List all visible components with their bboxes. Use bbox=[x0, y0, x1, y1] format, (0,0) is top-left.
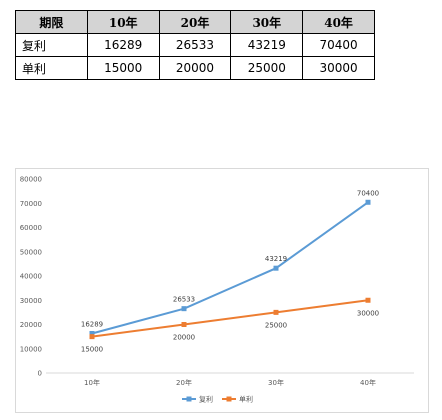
table-cell: 25000 bbox=[230, 56, 304, 80]
x-tick-label: 10年 bbox=[84, 378, 100, 387]
x-tick-label: 20年 bbox=[176, 378, 192, 387]
table-cell: 15000 bbox=[86, 56, 160, 80]
data-label: 15000 bbox=[81, 346, 103, 354]
data-point bbox=[273, 265, 279, 271]
data-label: 43219 bbox=[265, 255, 287, 263]
y-tick-label: 0 bbox=[38, 370, 42, 378]
row-label: 复利 bbox=[15, 33, 88, 57]
data-point bbox=[181, 322, 187, 327]
data-label: 20000 bbox=[173, 334, 195, 342]
data-point bbox=[273, 309, 279, 315]
table-cell: 16289 bbox=[86, 33, 160, 57]
legend-marker bbox=[226, 396, 232, 402]
y-tick-label: 40000 bbox=[20, 273, 42, 281]
y-tick-label: 10000 bbox=[20, 345, 42, 353]
header-cell: 40年 bbox=[302, 10, 375, 34]
series-line bbox=[91, 299, 369, 338]
data-label: 70400 bbox=[357, 189, 379, 197]
legend-label: 复利 bbox=[199, 395, 213, 404]
header-cell: 10年 bbox=[86, 10, 160, 34]
y-tick-label: 60000 bbox=[20, 224, 42, 232]
data-point bbox=[365, 199, 371, 205]
x-tick-label: 30年 bbox=[268, 378, 284, 387]
data-point bbox=[365, 297, 371, 303]
y-tick-label: 80000 bbox=[20, 176, 42, 184]
table-cell: 43219 bbox=[230, 33, 304, 57]
data-label: 16289 bbox=[81, 320, 103, 328]
table-cell: 70400 bbox=[302, 33, 375, 57]
table-cell: 26533 bbox=[158, 33, 232, 57]
header-cell: 30年 bbox=[230, 10, 304, 34]
data-label: 25000 bbox=[265, 321, 287, 329]
table-cell: 30000 bbox=[302, 56, 375, 80]
legend-marker bbox=[186, 396, 192, 402]
header-cell: 期限 bbox=[15, 10, 88, 34]
data-point bbox=[89, 334, 95, 340]
y-tick-label: 70000 bbox=[20, 200, 42, 208]
data-label: 26533 bbox=[173, 296, 195, 304]
table-header-row: 期限 10年 20年 30年 40年 bbox=[15, 10, 375, 34]
header-cell: 20年 bbox=[158, 10, 232, 34]
y-tick-label: 50000 bbox=[20, 248, 42, 256]
table-cell: 20000 bbox=[158, 56, 232, 80]
row-label: 单利 bbox=[15, 56, 88, 80]
table-row: 复利 16289 26533 43219 70400 bbox=[15, 33, 375, 57]
table-row: 单利 15000 20000 25000 30000 bbox=[15, 56, 375, 80]
data-point bbox=[89, 330, 95, 336]
series-line bbox=[91, 201, 369, 335]
y-tick-label: 20000 bbox=[20, 321, 42, 329]
y-tick-label: 30000 bbox=[20, 297, 42, 305]
line-chart: 0 10000 20000 30000 40000 50000 60000 70000 8000… bbox=[20, 176, 414, 404]
chart-area: 0 10000 20000 30000 40000 50000 60000 70000 8000… bbox=[15, 168, 429, 413]
legend-label: 单利 bbox=[239, 395, 253, 404]
data-point bbox=[181, 306, 187, 312]
x-tick-label: 40年 bbox=[360, 378, 376, 387]
data-table: 期限 10年 20年 30年 40年 复利 16289 26533 43219 … bbox=[15, 10, 375, 80]
data-label: 30000 bbox=[357, 309, 379, 317]
